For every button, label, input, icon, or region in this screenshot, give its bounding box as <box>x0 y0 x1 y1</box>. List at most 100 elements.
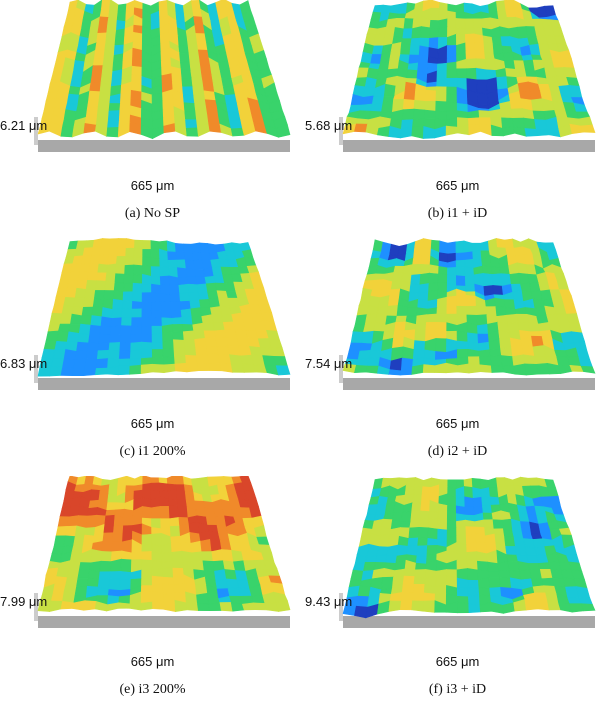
surface-cell <box>467 568 479 581</box>
surface-cell <box>468 356 481 366</box>
surface-cell <box>100 0 111 11</box>
surface-cell <box>163 593 176 601</box>
surface-cell <box>195 33 207 43</box>
surface-cell <box>563 304 578 315</box>
width-label: 665 μm <box>130 178 175 193</box>
surface-cell <box>204 337 218 348</box>
surface-cell <box>112 298 124 310</box>
surface-cell <box>487 570 500 578</box>
surface-cell <box>117 602 131 609</box>
surface-cell <box>425 322 437 330</box>
surface-cell <box>132 282 143 294</box>
surface-cell <box>389 243 400 256</box>
panel-caption: (f) i3 + iD <box>428 682 487 697</box>
surface-cell <box>498 570 511 579</box>
surface-cell <box>174 242 185 253</box>
surface-cell <box>56 567 70 578</box>
surface-cell <box>117 365 131 376</box>
surface-cell <box>169 525 181 538</box>
surface-cell <box>81 306 94 316</box>
surface-cell <box>480 487 491 498</box>
surface-cell <box>171 323 184 333</box>
surface-cell <box>74 287 87 299</box>
surface-cell <box>104 514 116 526</box>
surface-cell <box>141 283 152 294</box>
surface-cell <box>132 273 143 285</box>
surface-cell <box>131 551 143 561</box>
surface-cell <box>166 476 177 486</box>
surface-cell <box>56 330 70 343</box>
surface-cell <box>185 602 199 611</box>
surface-cell <box>439 240 449 255</box>
surface-cell <box>350 331 364 344</box>
surface-cell <box>475 67 488 81</box>
surface-cell <box>429 27 440 39</box>
surface-cell <box>45 330 59 342</box>
surface-cell <box>152 599 165 610</box>
surface-cell <box>484 58 497 71</box>
surface-cell <box>463 477 473 488</box>
surface-cell <box>184 259 196 270</box>
surface-cell <box>203 330 217 339</box>
surface-cell <box>558 527 572 536</box>
height-label: 5.68 μm <box>305 118 353 133</box>
figure-panel-f: 9.43 μm 665 μm (f) i3 + iD <box>305 476 610 714</box>
surface-base-plate <box>343 378 595 390</box>
surface-cell <box>411 600 425 612</box>
surface-cell <box>504 477 515 487</box>
surface-cell <box>465 50 477 60</box>
surface-cell <box>457 363 470 374</box>
surface-cell <box>227 345 241 357</box>
surface-cell <box>77 568 90 579</box>
surface-cell <box>399 600 413 611</box>
surface-cell <box>411 502 422 512</box>
surface-cell <box>424 89 437 102</box>
surface-cell <box>179 52 191 63</box>
surface-cell <box>402 99 416 111</box>
surface-cell <box>50 358 65 368</box>
surface-cell <box>181 316 194 326</box>
surface-cell <box>168 275 180 286</box>
surface-cell <box>419 272 430 286</box>
surface-cell <box>447 241 457 255</box>
surface-cell <box>402 575 416 585</box>
surface-cell <box>73 534 86 546</box>
surface-cell <box>94 367 108 376</box>
surface-cell <box>87 271 99 281</box>
panel-caption: (b) i1 + iD <box>427 206 488 221</box>
surface-cell <box>123 282 134 293</box>
surface-cell <box>409 44 421 56</box>
surface-cell <box>208 297 221 309</box>
surface-cell <box>501 355 515 367</box>
surface-cell <box>150 266 161 277</box>
surface-cell <box>428 272 439 284</box>
surface-cell <box>113 525 124 534</box>
surface-cell <box>43 340 57 351</box>
surface-cell <box>424 100 437 112</box>
surface-cell <box>191 551 204 562</box>
surface-cell <box>116 10 127 22</box>
surface-cell <box>489 496 501 506</box>
surface-cell <box>197 291 210 301</box>
surface-cell <box>185 354 198 364</box>
surface-cell <box>361 330 375 345</box>
surface-cell <box>130 325 143 336</box>
surface-plot: 6.21 μm <box>0 0 305 168</box>
surface-cell <box>468 363 481 374</box>
surface-cell <box>66 279 79 289</box>
surface-cell <box>174 476 185 486</box>
surface-cell <box>150 477 160 484</box>
surface-cell <box>99 325 112 336</box>
surface-cell <box>464 27 475 35</box>
surface-cell <box>189 299 201 310</box>
surface-cell <box>170 309 183 319</box>
surface-cell <box>88 263 100 274</box>
surface-cell <box>401 510 412 523</box>
surface-cell <box>436 62 448 72</box>
surface-cell <box>487 477 498 488</box>
surface-cell <box>447 10 457 20</box>
surface-cell <box>208 122 222 133</box>
surface-cell <box>216 345 230 355</box>
surface-cell <box>411 264 422 276</box>
surface-cell <box>196 41 208 51</box>
